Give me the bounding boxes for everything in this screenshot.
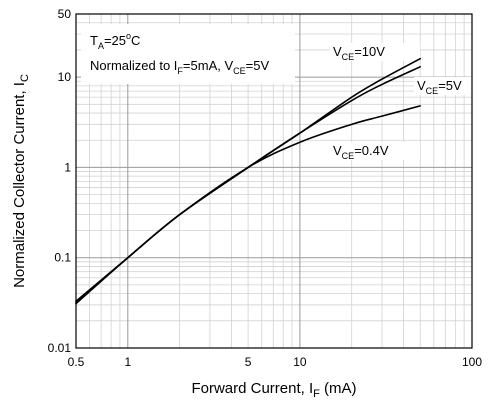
label-box-04v bbox=[330, 142, 420, 160]
x-axis-title: Forward Current, IF (mA) bbox=[191, 380, 356, 400]
x-tick-label: 1 bbox=[124, 355, 131, 369]
x-tick-label: 0.5 bbox=[68, 355, 85, 369]
y-tick-labels: 50 10 1 0.1 0.01 bbox=[48, 7, 72, 355]
plot-frame bbox=[75, 13, 473, 349]
x-tick-label: 10 bbox=[293, 355, 307, 369]
condition-normalization: Normalized to IF=5mA, VCE=5V bbox=[90, 58, 269, 76]
series-label-vce-0-4v: VCE=0.4V bbox=[333, 143, 389, 161]
x-tick-label: 100 bbox=[462, 355, 482, 369]
series-label-vce-5v: VCE=5V bbox=[417, 78, 462, 96]
y-axis-title: Normalized Collector Current, IC bbox=[11, 74, 31, 288]
series-line-vce-0-4v bbox=[75, 105, 421, 305]
series-group bbox=[75, 57, 421, 305]
condition-temp: TA=25oC bbox=[90, 31, 140, 51]
x-tick-labels: 0.5 5 1 10 100 bbox=[68, 355, 483, 369]
label-box-10v bbox=[330, 43, 420, 61]
x-tick-label: 5 bbox=[245, 355, 252, 369]
y-tick-label: 10 bbox=[58, 70, 72, 84]
y-tick-label: 0.1 bbox=[54, 251, 71, 265]
conditions-box bbox=[81, 24, 295, 84]
y-tick-label: 1 bbox=[64, 160, 71, 174]
y-tick-label: 50 bbox=[58, 7, 72, 21]
label-box-5v bbox=[414, 77, 472, 95]
y-tick-label: 0.01 bbox=[48, 341, 72, 355]
series-label-vce-10v: VCE=10V bbox=[333, 44, 385, 62]
